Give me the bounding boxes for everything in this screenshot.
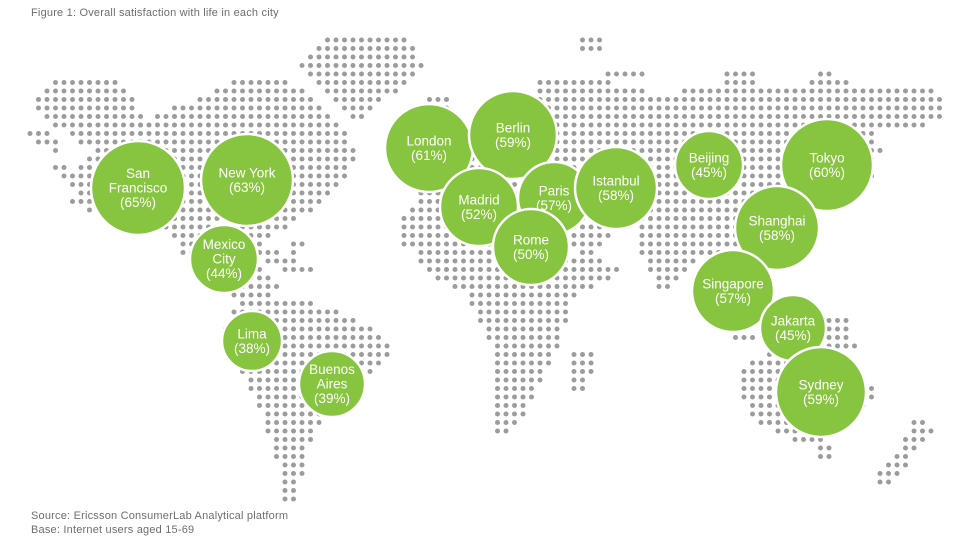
bubble-label-istanbul: Istanbul (58%) (592, 173, 639, 203)
bubble-circle-san-francisco (89, 139, 187, 237)
bubble-shanghai: Shanghai (58%) (733, 184, 821, 272)
bubble-buenos-aires: Buenos Aires (39%) (297, 349, 367, 419)
bubble-circle-shanghai (733, 184, 821, 272)
bubble-singapore: Singapore (57%) (690, 248, 776, 334)
bubble-label-lima: Lima (38%) (234, 326, 270, 356)
bubble-label-new-york: New York (63%) (218, 165, 275, 195)
bubble-circle-buenos-aires (297, 349, 367, 419)
figure-title: Figure 1: Overall satisfaction with life… (31, 7, 279, 19)
bubble-label-london: London (61%) (406, 133, 451, 163)
bubble-label-jakarta: Jakarta (45%) (771, 313, 816, 343)
bubble-circle-mexico-city (188, 223, 260, 295)
bubble-circle-istanbul (573, 145, 659, 231)
source-line-2: Base: Internet users aged 15-69 (31, 524, 195, 536)
bubble-beijing: Beijing (45%) (673, 129, 745, 201)
bubble-istanbul: Istanbul (58%) (573, 145, 659, 231)
bubble-circle-rome (491, 207, 571, 287)
bubble-label-sydney: Sydney (59%) (798, 377, 843, 407)
bubble-label-paris: Paris (57%) (536, 183, 572, 213)
bubble-rome: Rome (50%) (491, 207, 571, 287)
bubble-circle-beijing (673, 129, 745, 201)
bubble-new-york: New York (63%) (199, 132, 295, 228)
bubble-circle-berlin (467, 89, 559, 181)
bubble-label-singapore: Singapore (57%) (702, 276, 764, 306)
bubble-tokyo: Tokyo (60%) (779, 117, 875, 213)
bubble-jakarta: Jakarta (45%) (758, 293, 828, 363)
figure-source: Source: Ericsson ConsumerLab Analytical … (31, 509, 288, 537)
bubble-circle-singapore (690, 248, 776, 334)
source-line-1: Source: Ericsson ConsumerLab Analytical … (31, 510, 289, 522)
bubble-label-san-francisco: San Francisco (65%) (109, 166, 168, 210)
bubble-circle-tokyo (779, 117, 875, 213)
bubble-label-berlin: Berlin (59%) (495, 120, 531, 150)
bubble-san-francisco: San Francisco (65%) (89, 139, 187, 237)
bubble-lima: Lima (38%) (220, 309, 284, 373)
city-bubbles: San Francisco (65%) New York (63%) Mexico City… (89, 89, 875, 439)
bubble-label-rome: Rome (50%) (513, 232, 549, 262)
bubble-circle-new-york (199, 132, 295, 228)
bubble-label-shanghai: Shanghai (58%) (748, 213, 805, 243)
bubble-label-beijing: Beijing (45%) (689, 150, 730, 180)
bubble-berlin: Berlin (59%) (467, 89, 559, 181)
bubble-label-madrid: Madrid (52%) (458, 192, 499, 222)
bubble-circle-sydney (774, 345, 868, 439)
bubble-circle-lima (220, 309, 284, 373)
bubble-mexico-city: Mexico City (44%) (188, 223, 260, 295)
bubble-label-buenos-aires: Buenos Aires (39%) (309, 362, 355, 406)
bubble-label-mexico-city: Mexico City (44%) (203, 237, 246, 281)
bubble-label-tokyo: Tokyo (60%) (809, 150, 845, 180)
bubble-sydney: Sydney (59%) (774, 345, 868, 439)
